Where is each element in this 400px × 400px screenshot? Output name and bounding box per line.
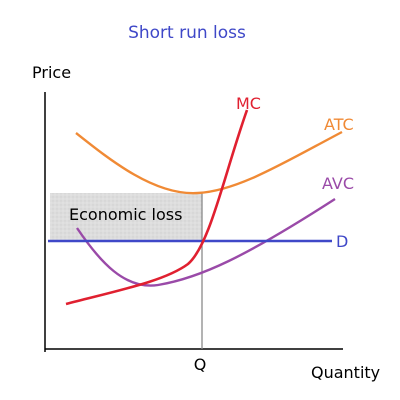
economic-loss-area <box>50 193 202 241</box>
demand-label: D <box>336 232 348 251</box>
economic-loss-label: Economic loss <box>69 205 182 224</box>
atc-label: ATC <box>324 115 354 134</box>
avc-label: AVC <box>322 174 354 193</box>
diagram-title: Short run loss <box>128 23 246 43</box>
avc-curve <box>76 197 336 287</box>
q-label: Q <box>194 355 207 374</box>
y-axis-label: Price <box>32 63 71 82</box>
mc-curve <box>65 109 249 306</box>
atc-curve <box>75 130 343 195</box>
x-axis-label: Quantity <box>311 363 380 382</box>
mc-label: MC <box>236 94 261 113</box>
